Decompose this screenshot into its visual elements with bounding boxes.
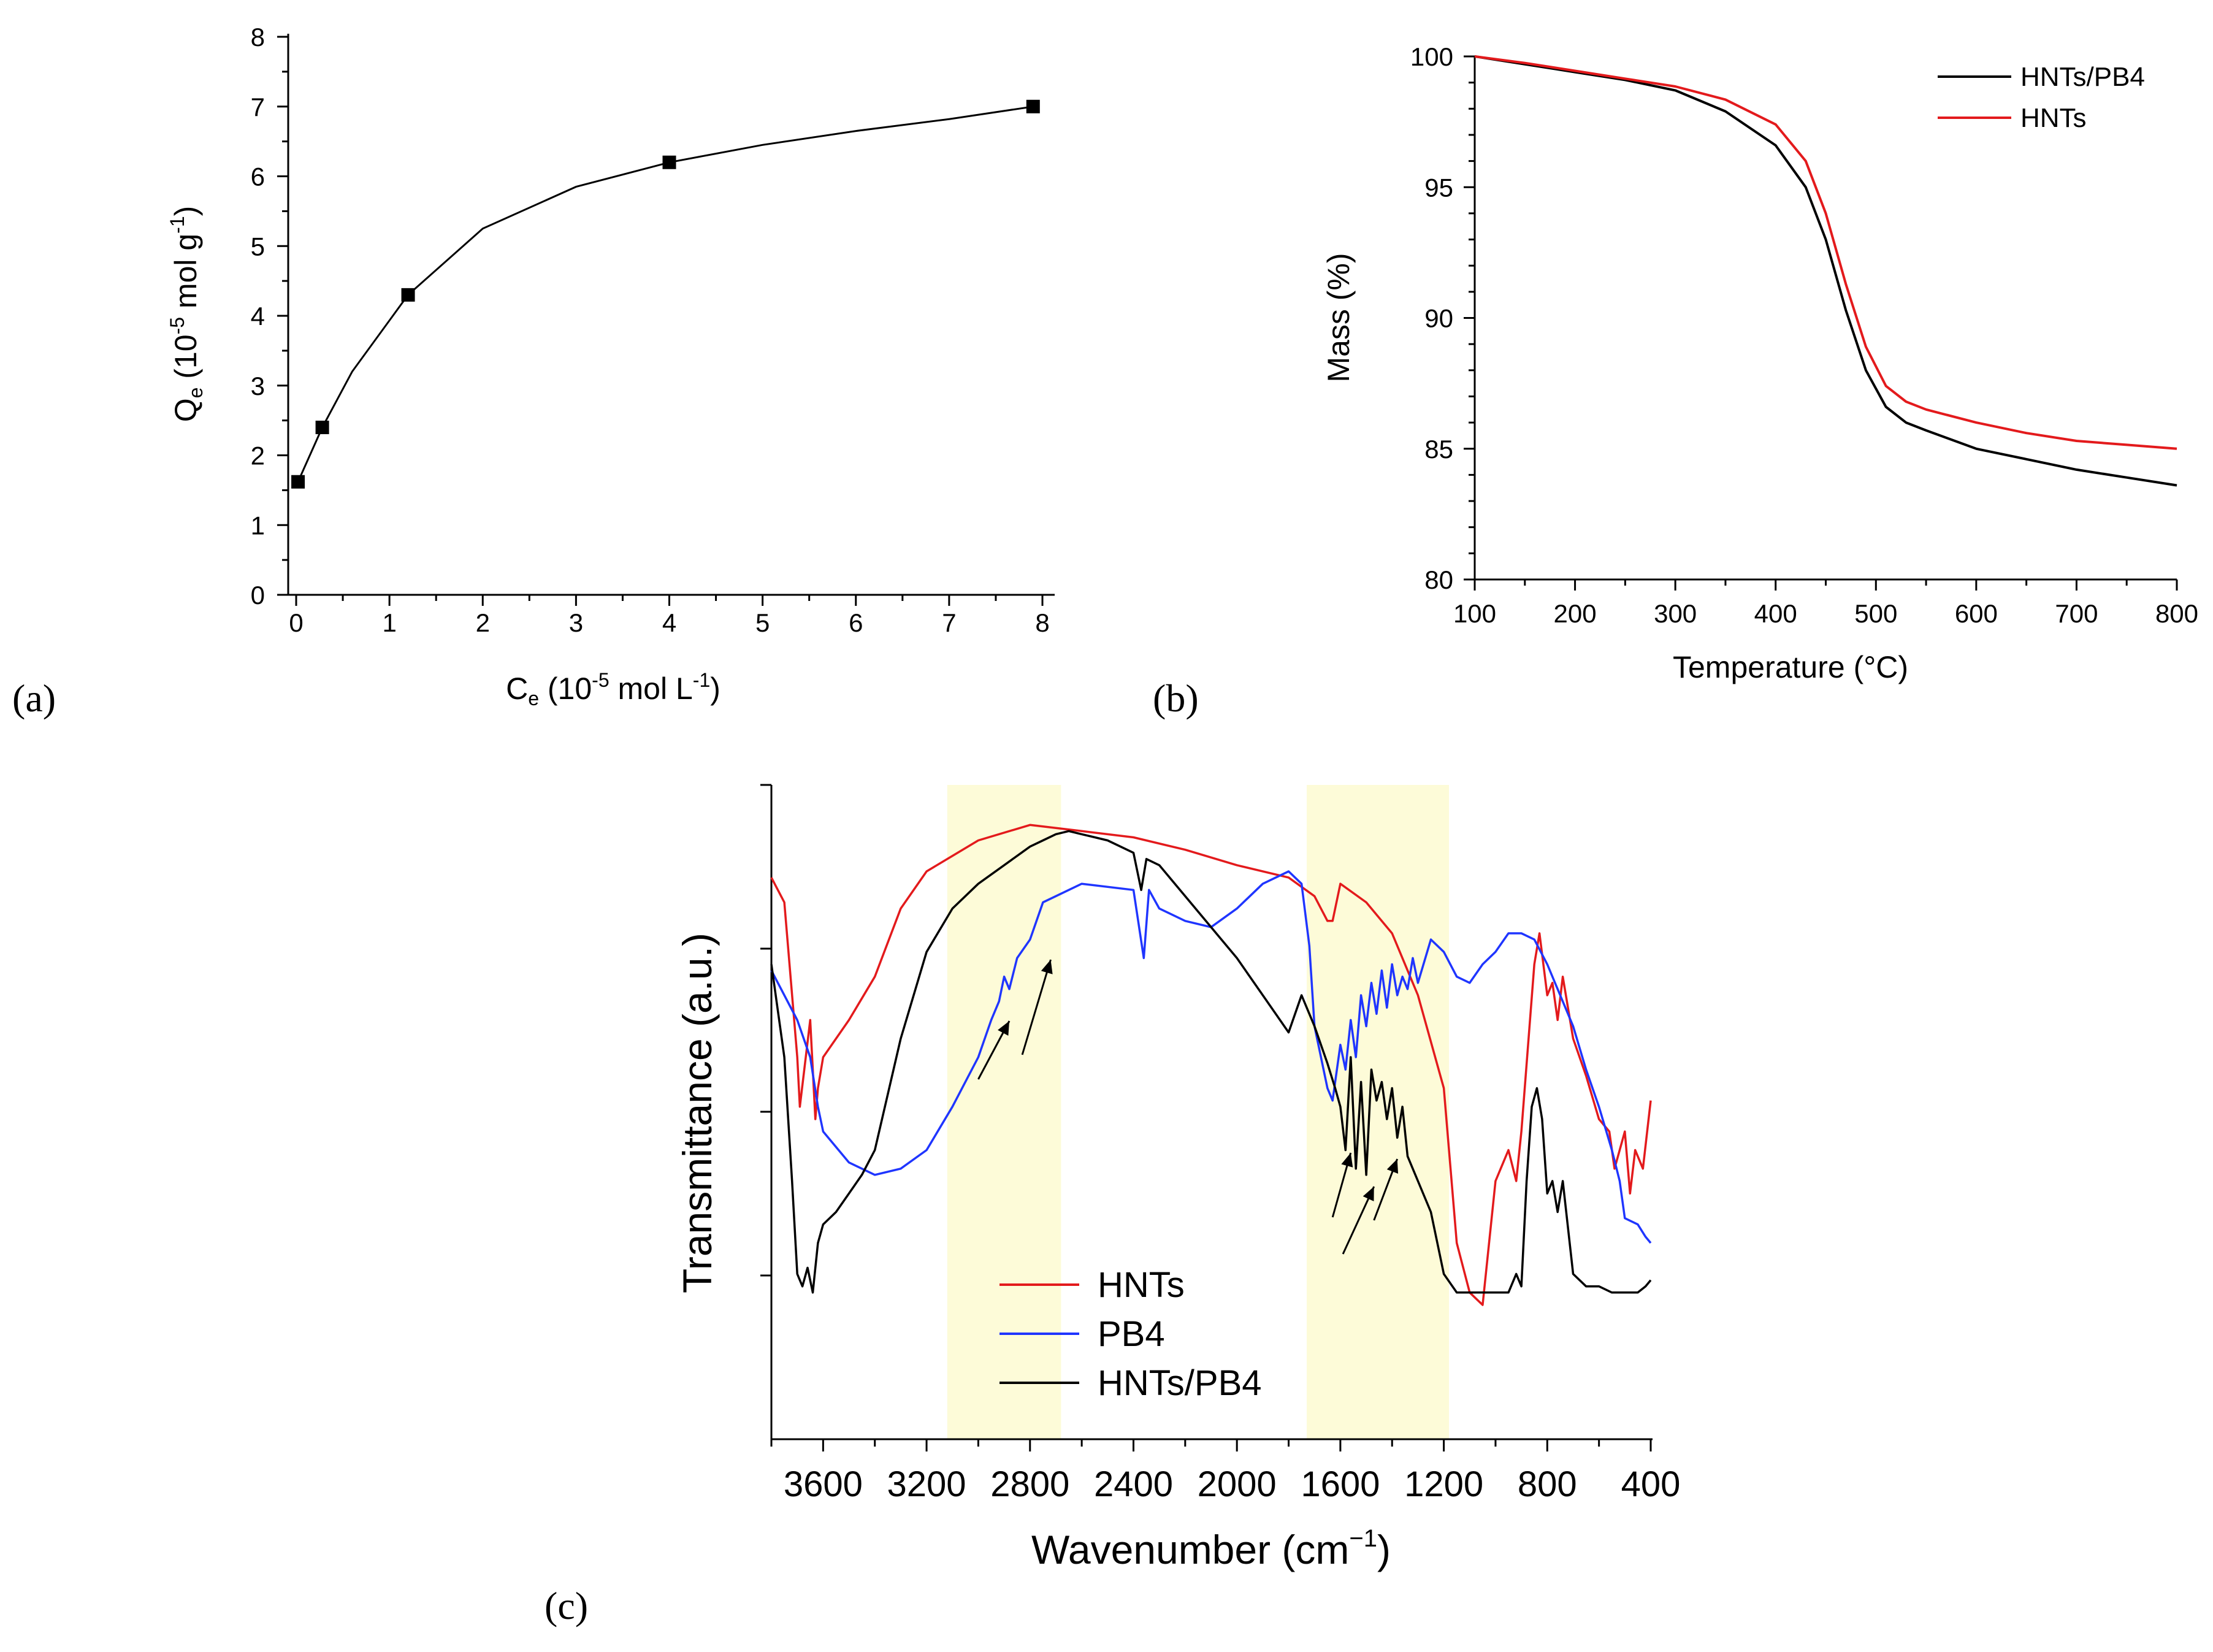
a-xtick-label-7: 7 [942, 608, 956, 637]
legend-c-hnts: HNTs [1098, 1265, 1185, 1305]
c-series-pb4 [770, 870, 1652, 1244]
a-data-point-2 [315, 421, 329, 434]
panel-c-y-label: Transmittance (a.u.) [675, 933, 720, 1293]
c-arrowhead-5 [1386, 1159, 1399, 1174]
a-ylabel-sup1: -5 [166, 317, 188, 334]
c-xlabel-main: Wavenumber (cm [1031, 1527, 1349, 1572]
a-ylabel-main: Q [169, 398, 203, 422]
a-xlabel-post: ) [710, 671, 720, 706]
legend-b-hnts: HNTs [2020, 103, 2087, 133]
a-xlabel-sup1: -5 [592, 669, 609, 691]
a-xtick-label-0: 0 [289, 608, 303, 637]
a-xtick-label-4: 4 [662, 608, 676, 637]
b-series-hnts-pb4 [1474, 55, 2177, 487]
b-ytick-label-90: 90 [1424, 304, 1453, 333]
a-xtick-label-1: 1 [382, 608, 396, 637]
a-ylabel-sub: e [185, 388, 207, 399]
legend-c-hnts-pb4: HNTs/PB4 [1098, 1363, 1262, 1403]
a-ytick-label-7: 7 [251, 93, 265, 121]
b-ytick-label-85: 85 [1424, 435, 1453, 464]
a-xtick-label-2: 2 [476, 608, 490, 637]
a-xlabel-mid: mol L [610, 671, 693, 706]
b-xtick-label-100: 100 [1453, 599, 1496, 628]
panel-c-label: (c) [545, 1584, 588, 1627]
a-ylabel-post: ) [169, 206, 203, 216]
legend-c-pb4: PB4 [1098, 1314, 1165, 1354]
b-ytick-label-95: 95 [1424, 173, 1453, 202]
b-xtick-label-400: 400 [1754, 599, 1797, 628]
a-ylabel-sup2: -1 [166, 216, 188, 233]
c-arrowhead-3 [1341, 1153, 1353, 1168]
a-xtick-label-5: 5 [755, 608, 770, 637]
a-ytick-label-8: 8 [251, 23, 265, 52]
a-ytick-label-3: 3 [251, 372, 265, 400]
b-series-hnts [1474, 55, 2177, 450]
c-xtick-label-1200: 1200 [1404, 1464, 1483, 1504]
c-arrowhead-1 [998, 1021, 1010, 1036]
c-xtick-label-2800: 2800 [990, 1464, 1069, 1504]
c-highlight-region-1 [947, 785, 1061, 1439]
a-data-point-1 [291, 475, 305, 489]
c-xtick-label-1600: 1600 [1301, 1464, 1380, 1504]
a-ytick-label-6: 6 [251, 163, 265, 191]
a-xtick-label-6: 6 [849, 608, 863, 637]
c-series-hnts [770, 824, 1652, 1306]
panel-b-x-label: Temperature (°C) [1673, 650, 1908, 684]
a-xtick-label-8: 8 [1035, 608, 1049, 637]
b-xtick-label-300: 300 [1654, 599, 1697, 628]
a-data-point-3 [401, 288, 415, 302]
c-xtick-label-800: 800 [1518, 1464, 1577, 1504]
panel-a-x-label: Ce (10-5 mol L-1) [506, 669, 720, 709]
a-data-point-4 [662, 155, 676, 169]
a-xlabel-sub: e [528, 687, 539, 709]
a-xlabel-sup2: -1 [693, 669, 710, 691]
c-arrow-2 [1021, 959, 1052, 1055]
b-xtick-label-700: 700 [2055, 599, 2098, 628]
b-xtick-label-600: 600 [1955, 599, 1998, 628]
c-xtick-label-2000: 2000 [1198, 1464, 1277, 1504]
b-ytick-label-80: 80 [1424, 565, 1453, 594]
legend-b-hnts-pb4: HNTs/PB4 [2020, 62, 2145, 92]
panel-b-legend: HNTs/PB4 HNTs [1938, 62, 2145, 133]
b-xtick-label-200: 200 [1554, 599, 1597, 628]
a-ytick-label-0: 0 [251, 581, 265, 610]
a-ylabel-mid: mol g [169, 234, 203, 317]
c-series-hnts-pb4 [770, 830, 1652, 1294]
c-highlight-region-2 [1307, 785, 1450, 1439]
a-xtick-label-3: 3 [569, 608, 583, 637]
b-ytick-label-100: 100 [1410, 42, 1453, 71]
a-ylabel-pre: (10 [169, 334, 203, 387]
panel-b-label: (b) [1153, 676, 1199, 720]
panel-c-legend: HNTs PB4 HNTs/PB4 [999, 1265, 1262, 1403]
b-xtick-label-800: 800 [2155, 599, 2198, 628]
a-ytick-label-2: 2 [251, 442, 265, 470]
c-xlabel-post: ) [1377, 1527, 1391, 1572]
a-xlabel-main: C [506, 671, 528, 706]
a-data-point-5 [1026, 99, 1040, 113]
panel-a-y-label: Qe (10-5 mol g-1) [166, 206, 207, 423]
c-xlabel-sup: −1 [1349, 1525, 1377, 1552]
panel-a-label: (a) [12, 676, 56, 720]
a-ytick-label-1: 1 [251, 511, 265, 540]
panel-b-y-label: Mass (%) [1321, 253, 1356, 382]
c-xtick-label-3200: 3200 [887, 1464, 966, 1504]
a-ytick-label-5: 5 [251, 232, 265, 261]
b-xtick-label-500: 500 [1854, 599, 1897, 628]
a-fit-curve [297, 105, 1034, 483]
panel-b-tga: 100 200 300 400 500 600 700 800 80 85 90 95 100 Mass… [1153, 42, 2198, 720]
c-xtick-label-400: 400 [1621, 1464, 1681, 1504]
c-arrowhead-2 [1041, 960, 1053, 974]
c-arrowhead-4 [1363, 1187, 1374, 1201]
panel-c-x-label: Wavenumber (cm−1) [1031, 1525, 1391, 1572]
panel-c-ftir: 3600 3200 2800 2400 2000 1600 1200 800 400 Trans… [545, 784, 1681, 1627]
a-xlabel-pre: (10 [539, 671, 592, 706]
c-xtick-label-2400: 2400 [1094, 1464, 1173, 1504]
a-ytick-label-4: 4 [251, 302, 265, 331]
c-xtick-label-3600: 3600 [784, 1464, 863, 1504]
